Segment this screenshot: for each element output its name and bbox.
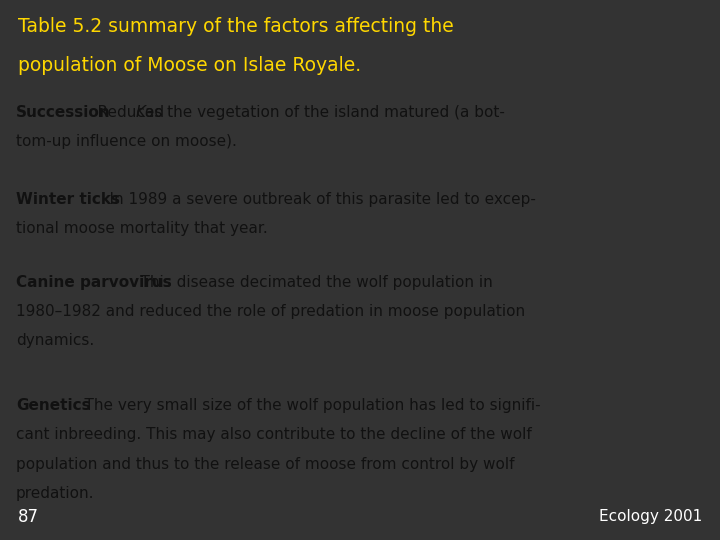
- Text: predation.: predation.: [16, 486, 94, 501]
- Text: K: K: [135, 105, 145, 120]
- Text: The very small size of the wolf population has led to signifi-: The very small size of the wolf populati…: [66, 399, 541, 413]
- Text: In 1989 a severe outbreak of this parasite led to excep-: In 1989 a severe outbreak of this parasi…: [90, 192, 536, 207]
- Text: dynamics.: dynamics.: [16, 333, 94, 348]
- Text: Reduced: Reduced: [78, 105, 168, 120]
- Text: cant inbreeding. This may also contribute to the decline of the wolf: cant inbreeding. This may also contribut…: [16, 428, 531, 442]
- Text: population and thus to the release of moose from control by wolf: population and thus to the release of mo…: [16, 456, 514, 471]
- Text: 1980–1982 and reduced the role of predation in moose population: 1980–1982 and reduced the role of predat…: [16, 304, 525, 319]
- Text: Genetics: Genetics: [16, 399, 91, 413]
- Text: Table 5.2 summary of the factors affecting the: Table 5.2 summary of the factors affecti…: [18, 17, 454, 36]
- Text: as the vegetation of the island matured (a bot-: as the vegetation of the island matured …: [140, 105, 505, 120]
- Text: Succession: Succession: [16, 105, 110, 120]
- Text: population of Moose on Islae Royale.: population of Moose on Islae Royale.: [18, 56, 361, 75]
- Text: tom-up influence on moose).: tom-up influence on moose).: [16, 134, 237, 149]
- Text: Ecology 2001: Ecology 2001: [599, 509, 702, 524]
- Text: Canine parvovirus: Canine parvovirus: [16, 275, 171, 290]
- Text: Winter ticks: Winter ticks: [16, 192, 120, 207]
- Text: tional moose mortality that year.: tional moose mortality that year.: [16, 221, 268, 236]
- Text: This disease decimated the wolf population in: This disease decimated the wolf populati…: [121, 275, 493, 290]
- Text: 87: 87: [18, 508, 39, 525]
